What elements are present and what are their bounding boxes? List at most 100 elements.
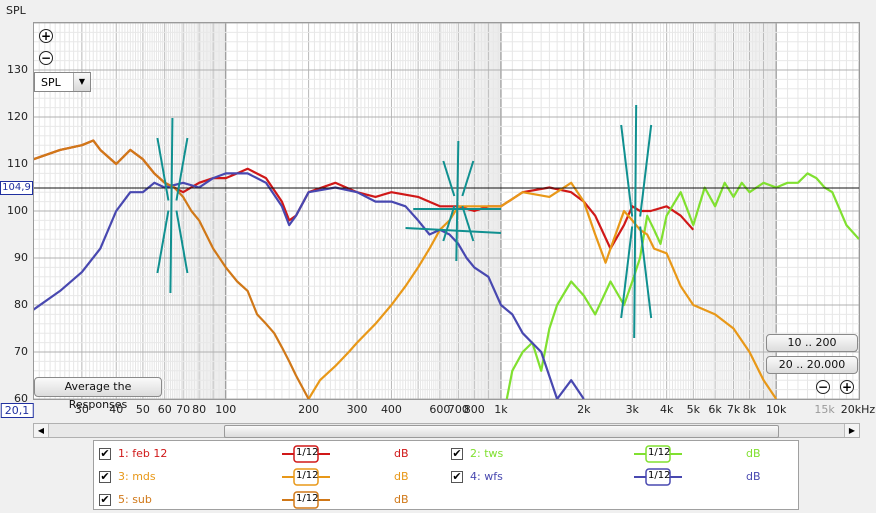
frequency-response-plot[interactable] <box>34 23 859 399</box>
zoom-in-x-icon[interactable]: + <box>840 380 854 394</box>
x-tick-label: 800 <box>463 403 485 416</box>
x-tick-label: 20,1 <box>0 403 34 418</box>
legend-checkbox-2-tws[interactable]: ✔ <box>451 447 463 460</box>
spl-dropdown[interactable]: SPL ▼ <box>34 72 91 92</box>
annotation-mark <box>442 205 456 242</box>
zoom-out-icon[interactable]: − <box>39 51 53 65</box>
chevron-down-icon[interactable]: ▼ <box>73 73 90 91</box>
annotation-mark <box>175 137 189 201</box>
legend-smoothing-control[interactable]: 1/12 <box>282 445 330 463</box>
legend-smoothing-control[interactable]: 1/12 <box>282 468 330 486</box>
x-tick-label: 100 <box>215 403 237 416</box>
legend-name: 5: sub <box>118 493 152 506</box>
annotation-mark <box>455 140 460 262</box>
legend-panel: ✔ 1: feb 12 1/12 dB ✔ 2: tws 1/12 dB ✔ 3: mds 1/12… <box>93 440 799 510</box>
legend-checkbox-3-mds[interactable]: ✔ <box>99 470 111 483</box>
range-20-20000-button[interactable]: 20 .. 20.000 <box>766 356 858 374</box>
zoom-in-icon[interactable]: + <box>39 29 53 43</box>
legend-unit: dB <box>394 470 409 483</box>
series-line-2-tws <box>505 172 859 399</box>
range-10-200-button[interactable]: 10 .. 200 <box>766 334 858 352</box>
legend-checkbox-5-sub[interactable]: ✔ <box>99 493 111 506</box>
annotation-mark <box>461 205 475 242</box>
legend-name: 2: tws <box>470 447 504 460</box>
legend-checkbox-1-feb-12[interactable]: ✔ <box>99 447 111 460</box>
y-tick-label: 130 <box>7 63 28 76</box>
legend-smoothing-label: 1/12 <box>296 493 319 504</box>
annotation-mark <box>175 210 189 274</box>
legend-checkbox-4-wfs[interactable]: ✔ <box>451 470 463 483</box>
x-tick-label: 600 <box>429 403 451 416</box>
x-tick-label: 80 <box>192 403 207 416</box>
x-tick-label: 1k <box>494 403 508 416</box>
average-responses-button[interactable]: Average the Responses <box>34 377 162 411</box>
series-line-3-mds <box>307 181 778 399</box>
annotation-mark <box>156 137 170 201</box>
x-tick-label: 8k <box>742 403 757 416</box>
y-tick-label: 60 <box>14 392 28 405</box>
annotation-mark <box>461 160 475 197</box>
scroll-right-arrow-icon[interactable]: ▶ <box>844 424 859 437</box>
x-tick-label: 20kHz <box>840 403 876 416</box>
annotation-mark <box>156 210 170 274</box>
y-tick-label: 100 <box>7 204 28 217</box>
legend-smoothing-control[interactable]: 1/12 <box>634 445 682 463</box>
zoom-out-x-icon[interactable]: − <box>816 380 830 394</box>
legend-smoothing-control[interactable]: 1/12 <box>634 468 682 486</box>
scroll-left-arrow-icon[interactable]: ◀ <box>34 424 49 437</box>
annotation-mark <box>620 226 634 319</box>
x-tick-label: 40 <box>109 403 124 416</box>
legend-name: 4: wfs <box>470 470 503 483</box>
legend-line-swatch <box>282 445 330 463</box>
x-tick-label: 200 <box>298 403 320 416</box>
legend-unit: dB <box>746 470 761 483</box>
x-tick-label: 50 <box>135 403 150 416</box>
x-tick-label: 700 <box>447 403 469 416</box>
x-tick-label: 2k <box>577 403 591 416</box>
x-tick-label: 6k <box>708 403 722 416</box>
y-tick-label: 80 <box>14 298 28 311</box>
legend-name: 1: feb 12 <box>118 447 168 460</box>
y-tick-label: 90 <box>14 251 28 264</box>
x-tick-label: 7k <box>726 403 741 416</box>
x-tick-label: 60 <box>157 403 172 416</box>
legend-smoothing-control[interactable]: 1/12 <box>282 491 330 509</box>
y-tick-label: 70 <box>14 345 28 358</box>
x-tick-label: 15k <box>814 403 835 416</box>
y-tick-label: 120 <box>7 110 28 123</box>
annotation-mark <box>169 117 174 294</box>
horizontal-scrollbar[interactable]: ◀ ▶ <box>33 423 860 438</box>
cursor-value-box: 104,9 <box>0 181 33 195</box>
graph-area[interactable]: + − SPL ▼ Average the Responses 10 .. 20… <box>33 22 860 411</box>
x-tick-label: 400 <box>380 403 402 416</box>
y-axis-title: SPL <box>6 4 26 17</box>
x-tick-label: 300 <box>346 403 368 416</box>
legend-line-swatch <box>282 468 330 486</box>
legend-line-swatch <box>282 491 330 509</box>
legend-line-swatch <box>634 468 682 486</box>
series-line-5-sub <box>34 139 310 399</box>
x-tick-label: 5k <box>686 403 700 416</box>
legend-smoothing-label: 1/12 <box>648 447 671 458</box>
scrollbar-thumb[interactable] <box>224 425 779 438</box>
x-tick-label: 70 <box>176 403 191 416</box>
legend-smoothing-label: 1/12 <box>296 470 319 481</box>
spl-dropdown-value: SPL <box>41 76 61 89</box>
x-tick-label: 4k <box>659 403 674 416</box>
x-tick-label: 10k <box>765 403 787 416</box>
legend-smoothing-label: 1/12 <box>296 447 319 458</box>
legend-unit: dB <box>394 493 409 506</box>
legend-smoothing-label: 1/12 <box>648 470 671 481</box>
annotation-mark <box>442 160 456 197</box>
legend-unit: dB <box>746 447 761 460</box>
legend-line-swatch <box>634 445 682 463</box>
annotation-mark <box>639 226 653 319</box>
annotation-mark <box>639 124 653 217</box>
y-tick-label: 110 <box>7 157 28 170</box>
annotation-mark <box>620 124 634 217</box>
annotation-mark <box>633 104 638 339</box>
legend-unit: dB <box>394 447 409 460</box>
legend-name: 3: mds <box>118 470 156 483</box>
x-tick-label: 30 <box>74 403 89 416</box>
x-tick-label: 3k <box>625 403 639 416</box>
